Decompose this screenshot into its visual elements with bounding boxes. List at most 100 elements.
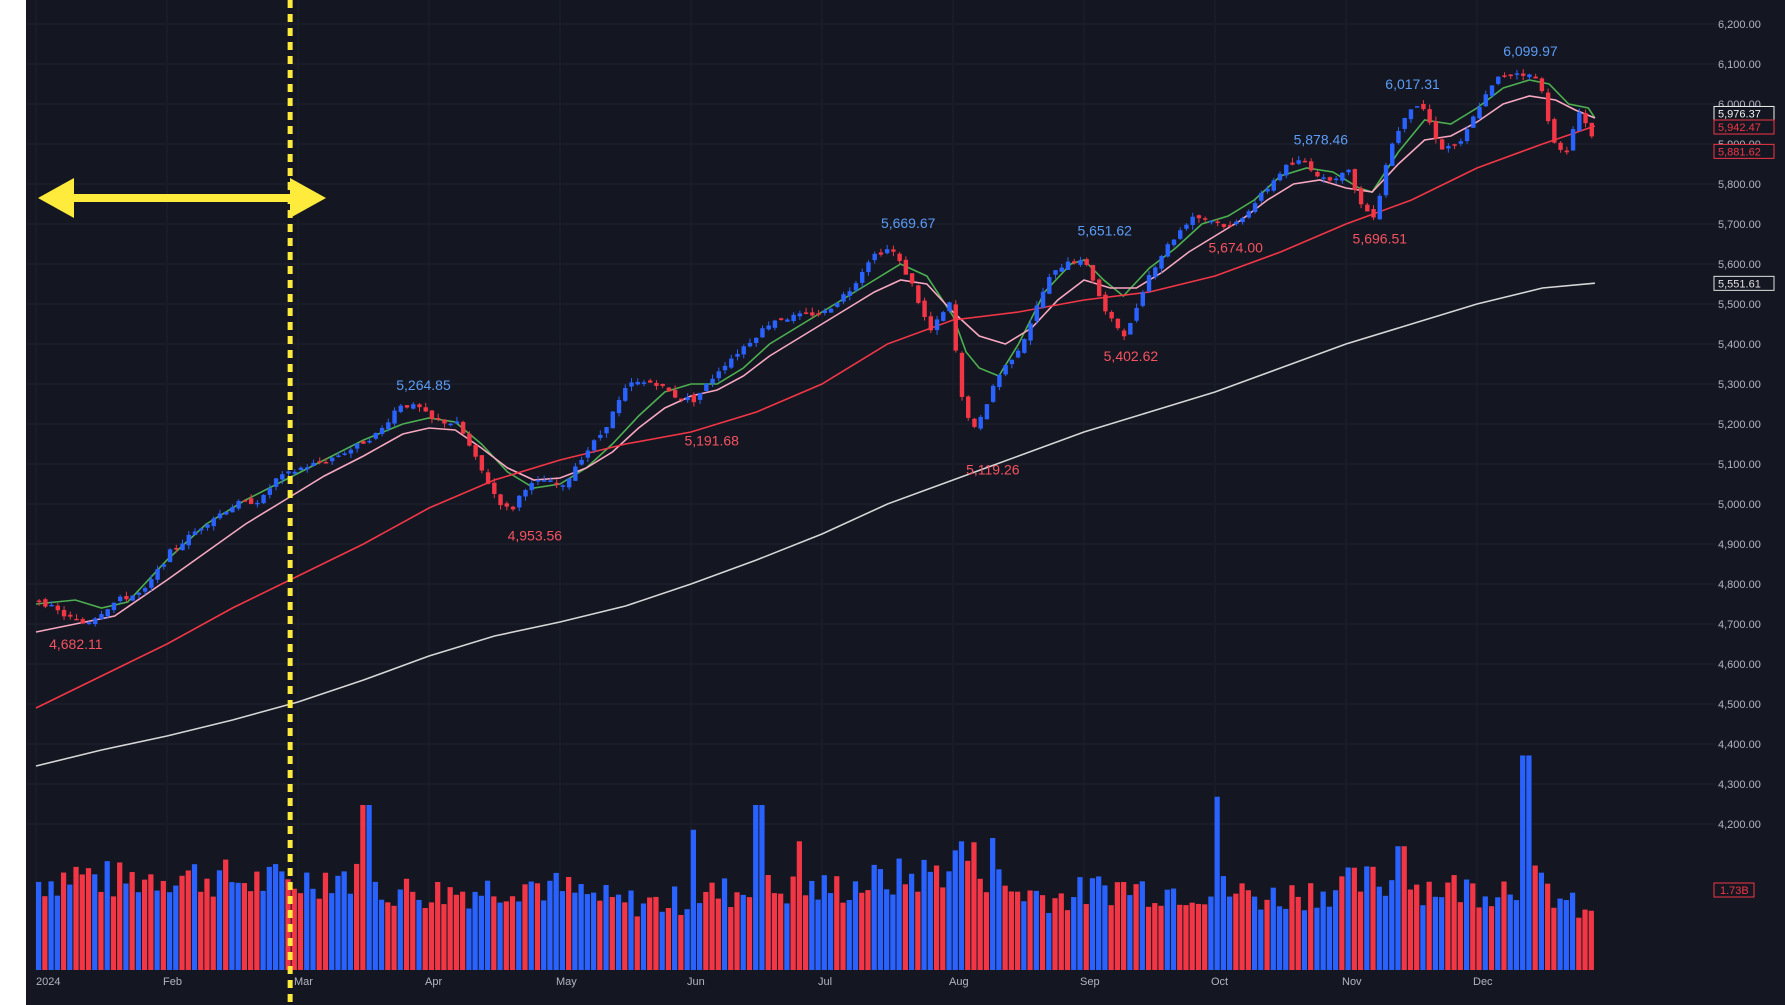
- volume-bar: [354, 863, 360, 970]
- candle-body: [542, 480, 547, 482]
- candle-body: [255, 502, 260, 505]
- y-tick-label: 4,700.00: [1718, 619, 1761, 631]
- volume-bar: [1089, 878, 1096, 970]
- candle-body: [423, 407, 428, 412]
- candle-body: [697, 392, 703, 400]
- volume-bar: [310, 888, 316, 970]
- drawing-overlay: [38, 0, 326, 1005]
- candle-body: [361, 441, 366, 444]
- volume-bar: [547, 880, 553, 970]
- volume-bar: [1152, 903, 1158, 970]
- volume-bar: [48, 881, 54, 970]
- volume-bar: [185, 870, 191, 970]
- candle-body: [604, 427, 609, 434]
- y-tick-label: 5,200.00: [1718, 419, 1761, 431]
- candle-body: [398, 405, 403, 412]
- volume-bar: [734, 892, 740, 970]
- volume-bar: [1195, 903, 1202, 970]
- candle-body: [1015, 350, 1021, 358]
- annotation-label: 5,191.68: [684, 432, 739, 448]
- volume-bar: [73, 866, 79, 970]
- volume-bar: [1513, 900, 1520, 970]
- volume-bar: [441, 904, 447, 970]
- volume-bar: [1233, 893, 1239, 970]
- volume-bar: [216, 870, 223, 970]
- candle-body: [1333, 178, 1339, 181]
- price-tag-label: 5,976.37: [1718, 108, 1761, 120]
- volume-bar: [1164, 889, 1170, 970]
- volume-bar: [653, 896, 659, 970]
- volume-bar: [746, 897, 753, 970]
- candle-body: [710, 378, 715, 384]
- candle-body: [1134, 307, 1139, 321]
- candle-body: [517, 495, 522, 508]
- volume-bar: [528, 881, 534, 970]
- volume-bar: [248, 891, 254, 970]
- price-tag-box: [1713, 143, 1775, 159]
- y-tick-label: 4,200.00: [1718, 819, 1761, 831]
- volume-bar: [902, 884, 908, 970]
- volume-bar: [1426, 881, 1432, 970]
- volume-bar: [260, 890, 266, 970]
- candle-body: [1446, 146, 1451, 149]
- volume-bar: [79, 874, 85, 970]
- candle-body: [616, 400, 622, 414]
- volume-bar: [753, 805, 759, 970]
- candle-body: [741, 346, 746, 355]
- volume-bar: [622, 902, 628, 970]
- y-tick-label: 4,800.00: [1718, 579, 1761, 591]
- volume-bar: [435, 882, 441, 970]
- volume-bar: [1576, 917, 1582, 970]
- annotation-label: 5,402.62: [1104, 348, 1159, 364]
- candle-body: [1352, 169, 1358, 190]
- volume-bar: [478, 895, 484, 970]
- volume-bar: [1052, 898, 1058, 970]
- volume-bar: [590, 892, 597, 970]
- volume-bar: [1557, 898, 1563, 970]
- candle-body: [934, 319, 940, 331]
- volume-bar: [1283, 908, 1289, 970]
- volume-bar: [1295, 896, 1301, 970]
- volume-bar: [341, 871, 347, 970]
- volume-bar: [1563, 900, 1569, 970]
- candle-body: [74, 618, 79, 621]
- volume-bar: [428, 902, 435, 970]
- candle-body: [1520, 73, 1526, 76]
- annotation-label: 4,682.11: [49, 636, 103, 652]
- candle-body: [386, 422, 391, 430]
- candle-body: [217, 513, 223, 519]
- volume-bar: [129, 872, 135, 970]
- candle-body: [1396, 130, 1401, 143]
- volume-bar: [983, 892, 990, 970]
- volume-bar: [235, 882, 241, 970]
- volume-bar: [597, 900, 603, 970]
- volume-bar: [1239, 883, 1245, 970]
- candle-body: [223, 511, 229, 515]
- volume-bar: [416, 899, 422, 970]
- candle-body: [966, 396, 971, 418]
- candle-body: [186, 534, 191, 546]
- candle-body: [211, 518, 216, 527]
- volume-bar: [123, 883, 129, 970]
- volume-bar: [566, 876, 572, 970]
- volume-bar: [908, 873, 915, 970]
- y-tick-label: 5,800.00: [1718, 179, 1761, 191]
- candle-body: [560, 485, 566, 487]
- candle-body: [1502, 75, 1507, 77]
- candle-body: [267, 488, 273, 495]
- volume-bar: [1501, 881, 1507, 970]
- candle-body: [1028, 323, 1033, 341]
- volume-bar: [1301, 910, 1308, 970]
- candle-body: [903, 259, 909, 275]
- volume-bar: [703, 891, 709, 970]
- volume-bar: [740, 894, 746, 970]
- candle-body: [1178, 230, 1183, 239]
- candle-body: [205, 524, 210, 528]
- y-tick-label: 4,600.00: [1718, 659, 1761, 671]
- volume-bar: [915, 891, 921, 970]
- price-tag-label: 5,551.61: [1718, 278, 1761, 290]
- candle-body: [747, 342, 753, 347]
- volume-bar: [347, 893, 354, 970]
- candle-body: [86, 622, 92, 625]
- volume-bar: [1245, 890, 1251, 970]
